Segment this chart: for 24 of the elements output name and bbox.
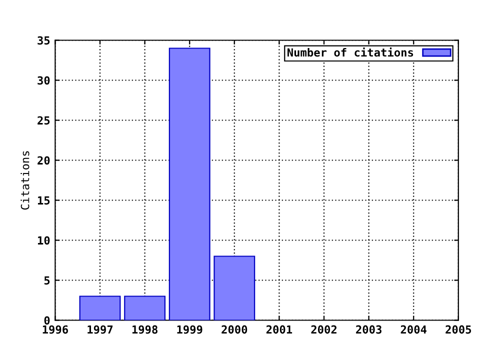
y-tick-label: 35 — [38, 36, 50, 45]
y-tick-label: 10 — [38, 236, 50, 245]
y-tick-label: 0 — [44, 316, 50, 325]
x-tick-label: 2000 — [222, 325, 248, 334]
y-tick-label: 15 — [38, 196, 50, 205]
x-tick-label: 2003 — [356, 325, 382, 334]
bar — [168, 48, 210, 320]
y-tick-label: 5 — [44, 276, 50, 285]
x-tick-label: 2005 — [446, 325, 472, 334]
x-tick-label: 2004 — [400, 325, 426, 334]
x-tick-label: 1997 — [88, 325, 113, 334]
bar — [214, 256, 256, 320]
y-tick-label: 30 — [38, 76, 50, 85]
y-tick-label: 25 — [38, 116, 50, 125]
x-tick-label: 1999 — [177, 325, 202, 334]
bar — [124, 296, 166, 320]
x-tick-label: 1996 — [42, 325, 68, 334]
legend-label: Number of citations — [288, 47, 414, 57]
y-tick-label: 20 — [38, 156, 50, 165]
x-tick-label: 2002 — [311, 325, 336, 334]
y-axis-title: Citations — [20, 151, 30, 210]
bar — [79, 296, 121, 320]
x-tick-label: 2001 — [266, 325, 292, 334]
x-tick-label: 1998 — [132, 325, 158, 334]
